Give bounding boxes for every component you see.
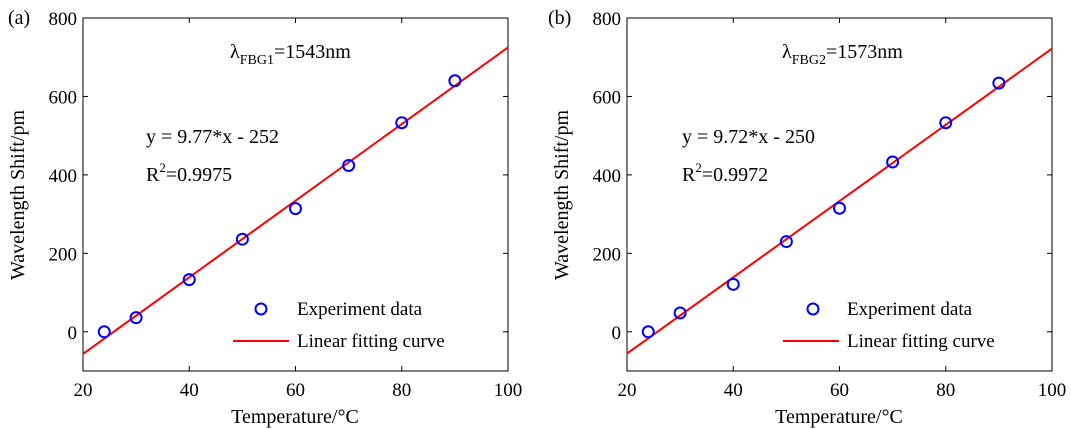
data-point	[641, 325, 655, 339]
y-tick-label: 600	[49, 87, 78, 108]
legend: Experiment data Linear fitting curve	[233, 299, 445, 352]
legend-marker-icon	[254, 302, 268, 316]
x-axis-title: Temperature/°C	[775, 406, 903, 428]
y-axis-title: Wavelength Shift/pm	[551, 110, 573, 280]
y-tick-label: 200	[49, 244, 78, 265]
x-tick-label: 40	[724, 380, 743, 401]
data-point	[886, 155, 900, 169]
legend-label-markers: Experiment data	[847, 299, 973, 320]
x-tick-label: 60	[830, 380, 849, 401]
r-squared: R2=0.9975	[146, 160, 232, 186]
y-axis-ticks: 0 200 400 600 800	[49, 9, 508, 344]
fit-line-group	[626, 47, 1053, 355]
legend-label-line: Linear fitting curve	[847, 331, 995, 352]
y-tick-label: 800	[593, 9, 622, 30]
panel-label: (b)	[548, 7, 571, 29]
x-tick-label: 60	[286, 380, 305, 401]
data-point	[97, 325, 111, 339]
data-point	[673, 306, 687, 320]
y-axis-title: Wavelength Shift/pm	[7, 110, 29, 280]
x-tick-label: 40	[180, 380, 199, 401]
data-point	[833, 201, 846, 215]
x-axis-ticks: 20 40 60 80 100	[618, 18, 1067, 401]
y-tick-label: 0	[612, 323, 622, 344]
data-point	[289, 202, 302, 216]
r-squared: R2=0.9972	[682, 160, 768, 186]
data-point	[939, 116, 953, 130]
panel-b: (b) 20 40 60 80 100 0 200 400 600 800 λFBG2=1573…	[548, 7, 1066, 428]
plot-frame	[82, 17, 509, 372]
x-tick-label: 100	[494, 380, 523, 401]
panel-label: (a)	[8, 7, 30, 29]
fit-line-group	[82, 46, 509, 355]
data-point	[448, 74, 462, 88]
x-axis-title: Temperature/°C	[231, 406, 359, 428]
marker-group	[641, 76, 1006, 339]
legend-marker-icon	[806, 302, 820, 316]
y-tick-label: 0	[68, 323, 78, 344]
y-tick-label: 800	[49, 9, 78, 30]
y-axis-ticks: 0 200 400 600 800	[593, 9, 1052, 344]
fit-line	[82, 46, 509, 355]
y-tick-label: 400	[593, 166, 622, 187]
x-axis-ticks: 20 40 60 80 100	[74, 18, 523, 401]
x-tick-label: 80	[936, 380, 955, 401]
y-tick-label: 400	[49, 166, 78, 187]
legend-label-markers: Experiment data	[297, 299, 423, 320]
x-tick-label: 80	[392, 380, 411, 401]
legend-label-line: Linear fitting curve	[297, 331, 445, 352]
fit-line	[626, 47, 1053, 355]
marker-group	[97, 74, 462, 339]
data-point	[992, 76, 1006, 90]
data-point	[726, 277, 740, 291]
fit-equation: y = 9.72*x - 250	[682, 126, 815, 148]
data-point	[395, 116, 409, 130]
data-point	[779, 235, 793, 249]
legend: Experiment data Linear fitting curve	[783, 299, 995, 352]
data-point	[129, 311, 143, 325]
x-tick-label: 100	[1038, 380, 1067, 401]
data-point	[342, 158, 356, 172]
x-tick-label: 20	[618, 380, 637, 401]
data-point	[235, 232, 249, 246]
y-tick-label: 600	[593, 87, 622, 108]
x-tick-label: 20	[74, 380, 93, 401]
wavelength-annotation: λFBG2=1573nm	[782, 41, 903, 68]
wavelength-annotation: λFBG1=1543nm	[230, 41, 351, 68]
y-tick-label: 200	[593, 244, 622, 265]
data-point	[182, 273, 196, 287]
panel-a: (a) 20 40 60 80 100 0 200 400 600 800 λFBG1=1543…	[7, 7, 522, 428]
plot-frame	[626, 17, 1053, 372]
fit-equation: y = 9.77*x - 252	[146, 126, 279, 148]
